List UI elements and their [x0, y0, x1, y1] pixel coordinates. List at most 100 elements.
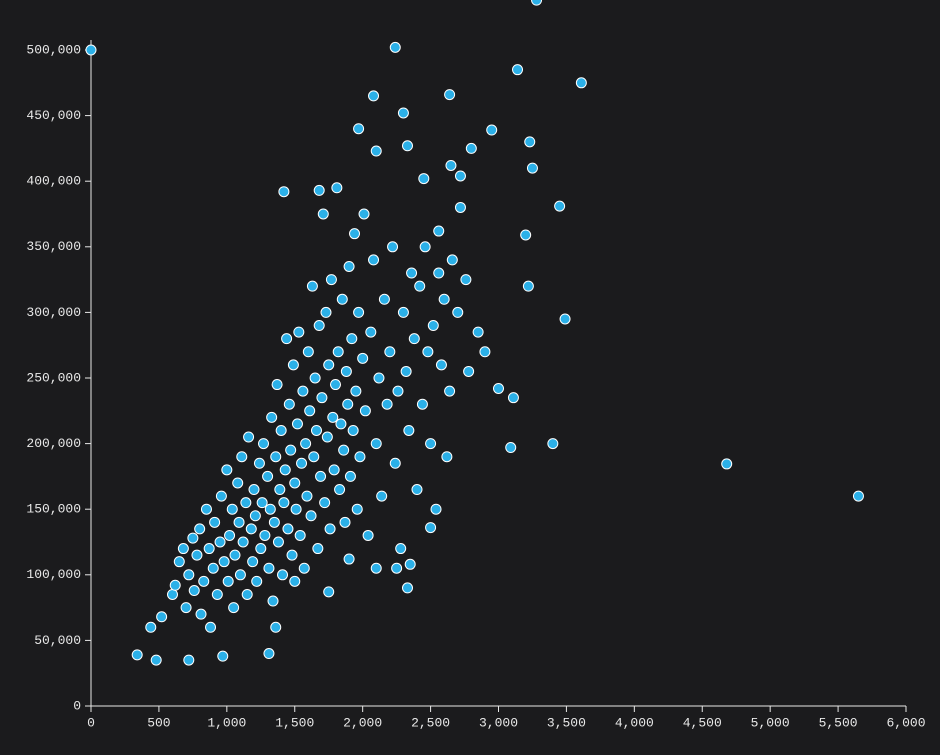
point: [403, 424, 415, 436]
point: [389, 457, 401, 469]
point: [411, 484, 423, 496]
point: [264, 503, 276, 515]
point: [444, 89, 456, 101]
point: [183, 654, 195, 666]
point: [350, 385, 362, 397]
point: [524, 136, 536, 148]
point: [195, 608, 207, 620]
point: [520, 229, 532, 241]
point: [340, 365, 352, 377]
point: [215, 490, 227, 502]
point: [344, 470, 356, 482]
point: [419, 241, 431, 253]
point: [357, 352, 369, 364]
point: [373, 372, 385, 384]
point: [291, 418, 303, 430]
point: [454, 201, 466, 213]
y-tick-label: 50,000: [34, 633, 81, 648]
point: [554, 200, 566, 212]
point: [275, 424, 287, 436]
point: [339, 516, 351, 528]
point: [226, 503, 238, 515]
point: [358, 208, 370, 220]
point: [207, 562, 219, 574]
point: [479, 346, 491, 358]
point: [150, 654, 162, 666]
point: [338, 444, 350, 456]
point: [222, 575, 234, 587]
point: [285, 444, 297, 456]
point: [228, 602, 240, 614]
point: [384, 346, 396, 358]
point: [343, 260, 355, 272]
point: [349, 228, 361, 240]
point: [282, 523, 294, 535]
x-tick-label: 4,500: [683, 715, 722, 730]
point: [279, 464, 291, 476]
point: [433, 225, 445, 237]
point: [271, 379, 283, 391]
point: [404, 558, 416, 570]
point: [263, 562, 275, 574]
point: [418, 173, 430, 185]
point: [400, 365, 412, 377]
point: [283, 398, 295, 410]
x-tick-label: 5,000: [751, 715, 790, 730]
point: [229, 549, 241, 561]
y-tick-label: 100,000: [26, 567, 81, 582]
point: [234, 569, 246, 581]
point: [331, 182, 343, 194]
point: [214, 536, 226, 548]
point: [277, 569, 289, 581]
point: [209, 516, 221, 528]
point: [391, 562, 403, 574]
y-tick-label: 200,000: [26, 436, 81, 451]
point: [430, 503, 442, 515]
point: [300, 438, 312, 450]
point: [353, 306, 365, 318]
point: [446, 254, 458, 266]
point: [395, 543, 407, 555]
point: [392, 385, 404, 397]
point: [183, 569, 195, 581]
point: [406, 267, 418, 279]
point: [401, 582, 413, 594]
point: [575, 77, 587, 89]
point: [422, 346, 434, 358]
point: [156, 611, 168, 623]
point: [368, 90, 380, 102]
point: [221, 464, 233, 476]
point: [493, 382, 504, 394]
point: [512, 64, 524, 76]
point: [268, 516, 280, 528]
point: [414, 280, 426, 292]
y-tick-label: 450,000: [26, 108, 81, 123]
point: [365, 326, 377, 338]
point: [187, 532, 199, 544]
point: [145, 621, 157, 633]
point: [425, 438, 437, 450]
point: [505, 442, 517, 454]
point: [324, 523, 336, 535]
point: [313, 184, 325, 196]
point: [131, 649, 143, 661]
point: [232, 477, 244, 489]
point: [294, 529, 306, 541]
point: [313, 320, 325, 332]
point: [319, 497, 331, 509]
point: [347, 424, 359, 436]
point: [852, 490, 864, 502]
point: [267, 595, 279, 607]
point: [200, 503, 212, 515]
point: [266, 411, 278, 423]
point: [397, 306, 409, 318]
point: [205, 621, 217, 633]
point: [441, 451, 453, 463]
point: [416, 398, 428, 410]
point: [316, 392, 328, 404]
point: [346, 333, 358, 345]
point: [507, 392, 519, 404]
point: [463, 365, 475, 377]
point: [180, 602, 192, 614]
